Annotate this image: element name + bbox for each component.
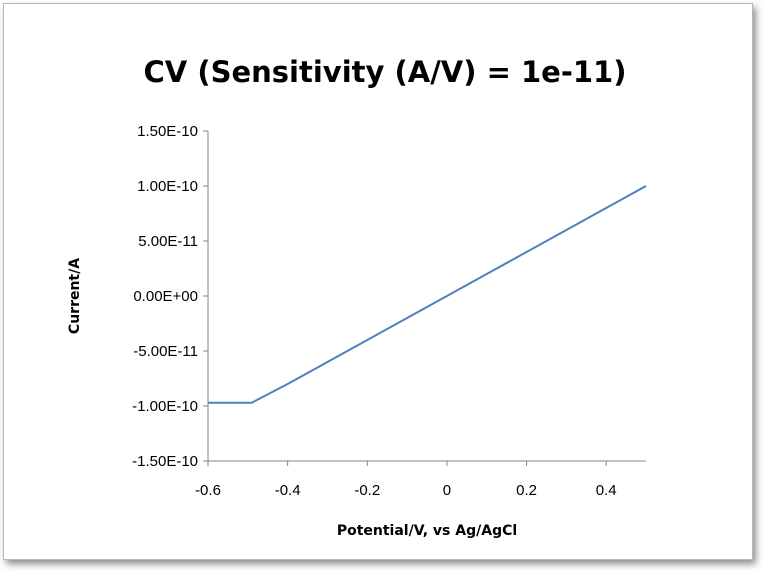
y-tick-label: -5.00E-11 xyxy=(133,343,198,360)
y-tick-label: 1.00E-10 xyxy=(137,178,198,195)
chart-frame: CV (Sensitivity (A/V) = 1e-11) 1.50E-10 1… xyxy=(3,3,753,560)
x-tick-label: 0.2 xyxy=(516,482,537,499)
y-tick-label: 1.50E-10 xyxy=(137,123,198,140)
y-tick-label: -1.50E-10 xyxy=(132,453,198,470)
y-tick-label: 5.00E-11 xyxy=(138,233,198,250)
x-tick-label: -0.2 xyxy=(354,482,380,499)
plot-area xyxy=(208,185,647,404)
chart-title: CV (Sensitivity (A/V) = 1e-11) xyxy=(144,55,627,89)
series-line xyxy=(208,185,647,404)
x-tick-label: -0.6 xyxy=(195,482,221,499)
x-axis: -0.6 -0.4 -0.2 0 0.2 0.4 xyxy=(195,460,646,499)
x-tick-label: -0.4 xyxy=(275,482,301,499)
y-tick-label: -1.00E-10 xyxy=(132,398,198,415)
y-tick-label: 0.00E+00 xyxy=(133,288,198,305)
x-axis-label: Potential/V, vs Ag/AgCl xyxy=(337,523,517,539)
cv-chart: CV (Sensitivity (A/V) = 1e-11) 1.50E-101… xyxy=(67,55,647,539)
y-axis: 1.50E-10 1.00E-10 5.00E-11 0.00E+00 -5.00E-1… xyxy=(132,123,209,470)
y-axis-label: Current/A xyxy=(67,258,83,334)
x-tick-label: 0 xyxy=(443,482,451,499)
x-tick-label: 0.4 xyxy=(596,482,617,499)
